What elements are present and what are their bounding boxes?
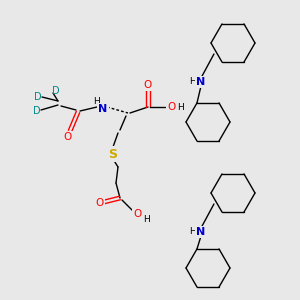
Text: N: N — [196, 77, 206, 87]
Text: H: H — [189, 227, 195, 236]
Text: H: H — [177, 103, 183, 112]
Text: D: D — [33, 106, 41, 116]
Text: S: S — [109, 148, 118, 160]
Text: O: O — [64, 132, 72, 142]
Text: O: O — [133, 209, 141, 219]
Text: O: O — [167, 102, 175, 112]
Text: H: H — [142, 215, 149, 224]
Text: O: O — [144, 80, 152, 90]
Text: D: D — [34, 92, 42, 102]
Text: N: N — [196, 227, 206, 237]
Text: O: O — [96, 198, 104, 208]
Text: H: H — [94, 97, 100, 106]
Text: N: N — [98, 104, 108, 114]
Text: D: D — [52, 86, 60, 96]
Text: H: H — [189, 77, 195, 86]
